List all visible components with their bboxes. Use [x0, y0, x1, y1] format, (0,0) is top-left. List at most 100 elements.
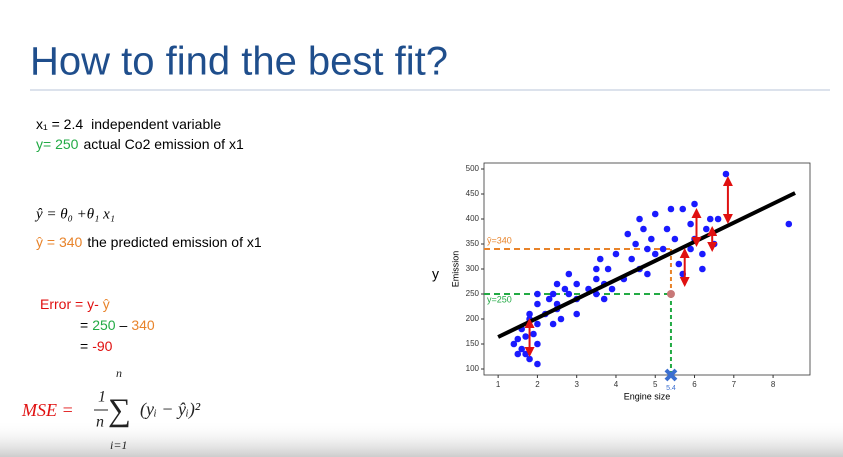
x-tick-label: 4: [614, 380, 619, 389]
error-label: Error = y-: [40, 296, 99, 312]
mse-lhs: MSE =: [21, 400, 74, 420]
x-tick-label: 8: [771, 380, 776, 389]
actual-label: y=250: [487, 294, 512, 304]
desc: actual Co2 emission of x1: [83, 136, 244, 152]
minus: –: [120, 317, 128, 333]
y-tick-label: 300: [466, 264, 480, 273]
x-axis-label: Engine size: [624, 391, 671, 401]
y-tick-label: 500: [466, 164, 480, 173]
eq: =: [80, 338, 88, 354]
y-tick-label: 200: [466, 314, 480, 323]
y-tick-label: 350: [466, 239, 480, 248]
point: [699, 265, 706, 273]
y-tick-label: 450: [466, 189, 480, 198]
point: [514, 350, 522, 358]
point: [573, 310, 580, 318]
point: [699, 250, 706, 258]
point: [663, 225, 671, 233]
point: [687, 220, 694, 228]
fit-line: [497, 191, 796, 339]
predicted-label: ŷ=340: [487, 235, 512, 245]
x-marker: [664, 368, 678, 382]
point: [667, 205, 675, 213]
point: [593, 265, 600, 273]
point: [522, 333, 529, 340]
point: [640, 225, 647, 233]
x-tick-label: 1: [496, 380, 501, 389]
x-marker-label: 5.4: [666, 385, 676, 392]
y-axis-label: Emission: [450, 251, 460, 288]
big-y: y: [432, 266, 439, 282]
point: [604, 265, 612, 273]
x-tick-label: 5: [653, 380, 658, 389]
line-2: y= 250 actual Co2 emission of x1: [36, 136, 244, 152]
sum-bottom: i=1: [110, 438, 127, 452]
point: [530, 330, 537, 338]
point: [514, 335, 522, 343]
mse-den: n: [96, 414, 104, 431]
point: [534, 340, 541, 348]
point: [510, 340, 518, 348]
line-1: x₁ = 2.4 independent variable: [36, 116, 221, 132]
point: [573, 280, 580, 288]
point: [557, 315, 565, 323]
point: [659, 245, 667, 253]
y-value: y= 250: [36, 136, 79, 152]
mse-body: (yᵢ − ŷᵢ)²: [140, 399, 201, 420]
point: [561, 285, 569, 293]
point: [545, 295, 553, 303]
point: [648, 235, 655, 243]
point: [608, 285, 616, 293]
point: [565, 270, 573, 278]
x-tick-label: 3: [574, 380, 579, 389]
sigma: ∑: [108, 391, 131, 427]
point: [534, 320, 541, 328]
bottom-fade: [0, 420, 843, 457]
point: [691, 200, 698, 208]
actual-point: [666, 290, 675, 298]
x-tick-label: 2: [535, 380, 540, 389]
point: [636, 215, 643, 223]
point: [651, 250, 659, 258]
point: [624, 230, 632, 238]
error-calc: = 250–340: [80, 317, 155, 333]
point: [593, 275, 600, 283]
title: How to find the best fit?: [30, 40, 448, 84]
y-tick-label: 150: [466, 339, 480, 348]
eq: =: [80, 317, 88, 333]
point: [534, 300, 541, 308]
point: [549, 290, 557, 298]
point: [644, 245, 651, 253]
formula: ŷ = θ₀ +θ₁ x₁: [34, 206, 115, 222]
hat: ŷ: [103, 296, 110, 312]
x-tick-label: 6: [692, 380, 697, 389]
sum-top: n: [116, 366, 122, 380]
point: [632, 240, 639, 248]
point: [628, 255, 635, 263]
point: [612, 250, 620, 258]
x-value: x₁ = 2.4: [36, 116, 83, 132]
error-result: = -90: [80, 338, 113, 354]
result: -90: [92, 338, 112, 354]
desc: the predicted emission of x1: [87, 234, 262, 250]
predicted: 340: [131, 317, 155, 333]
x-tick-label: 7: [732, 380, 737, 389]
point: [703, 225, 710, 233]
y-tick-label: 400: [466, 214, 480, 223]
point: [714, 215, 722, 223]
point: [526, 310, 533, 318]
y-tick-label: 100: [466, 364, 480, 373]
point: [518, 345, 526, 353]
mse-num: 1: [98, 389, 106, 406]
y-tick-label: 250: [466, 289, 480, 298]
point: [671, 235, 679, 243]
point: [722, 170, 730, 178]
point: [553, 280, 561, 288]
point: [600, 295, 608, 303]
yhat-value: ŷ = 340: [36, 234, 83, 250]
point: [534, 360, 541, 368]
point: [706, 215, 714, 223]
mse-formula: MSE = 1 n n ∑ i=1 (yᵢ − ŷᵢ)²: [21, 366, 201, 452]
actual: 250: [92, 317, 116, 333]
